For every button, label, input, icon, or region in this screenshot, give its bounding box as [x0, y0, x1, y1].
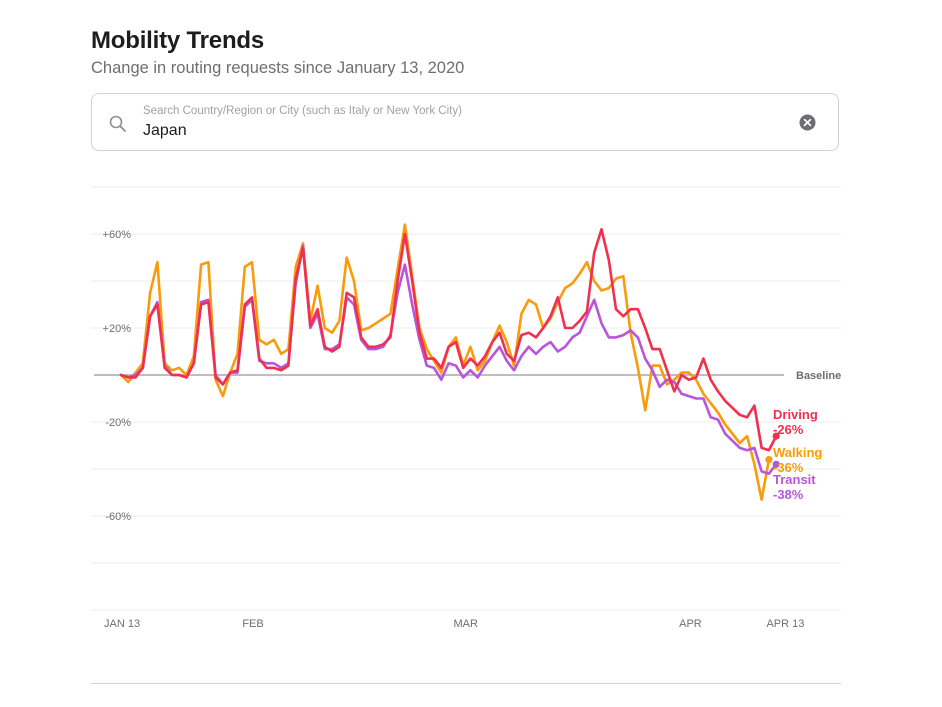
- series-end-labels: Driving-26% Walking-36%Transit-38%: [773, 407, 822, 502]
- search-input[interactable]: Japan: [143, 122, 187, 139]
- page-title: Mobility Trends: [91, 27, 265, 54]
- x-tick-label: MAR: [453, 618, 478, 630]
- series-end-point-driving: [772, 432, 780, 440]
- y-tick-label: +60%: [103, 229, 132, 241]
- series-line-driving: [119, 228, 778, 452]
- series-end-point-walking: [765, 456, 773, 464]
- clear-circle-icon[interactable]: [799, 114, 816, 131]
- series-line-walking: [119, 223, 771, 501]
- x-tick-label: JAN 13: [104, 618, 140, 630]
- x-tick-label: APR: [679, 618, 702, 630]
- search-field[interactable]: Search Country/Region or City (such as I…: [91, 93, 839, 151]
- series-value-walking: -36%: [773, 460, 804, 475]
- series-end-point-transit: [772, 460, 780, 468]
- series-label-driving: Driving: [773, 407, 818, 422]
- series-value-driving: -26%: [773, 422, 804, 437]
- series-line-transit: [119, 244, 778, 476]
- gridlines: [91, 186, 841, 611]
- search-icon: [109, 115, 126, 132]
- y-tick-label: -60%: [105, 511, 131, 523]
- x-axis-ticks: JAN 13 FEB MAR APR APR 13: [104, 618, 804, 630]
- page-subtitle: Change in routing requests since January…: [91, 59, 465, 77]
- y-axis-ticks: +60% +20% -20% -60%: [103, 229, 132, 523]
- footer-divider: [91, 683, 841, 684]
- baseline-label: Baseline: [796, 370, 841, 382]
- series-label-transit: Transit: [773, 472, 816, 487]
- series-lines: [119, 223, 780, 501]
- x-tick-label: APR 13: [766, 618, 804, 630]
- y-tick-label: -20%: [105, 417, 131, 429]
- x-tick-label: FEB: [242, 618, 263, 630]
- search-placeholder: Search Country/Region or City (such as I…: [143, 105, 462, 117]
- series-label-walking: Walking: [773, 445, 822, 460]
- y-tick-label: +20%: [103, 323, 132, 335]
- series-value-transit: -38%: [773, 487, 804, 502]
